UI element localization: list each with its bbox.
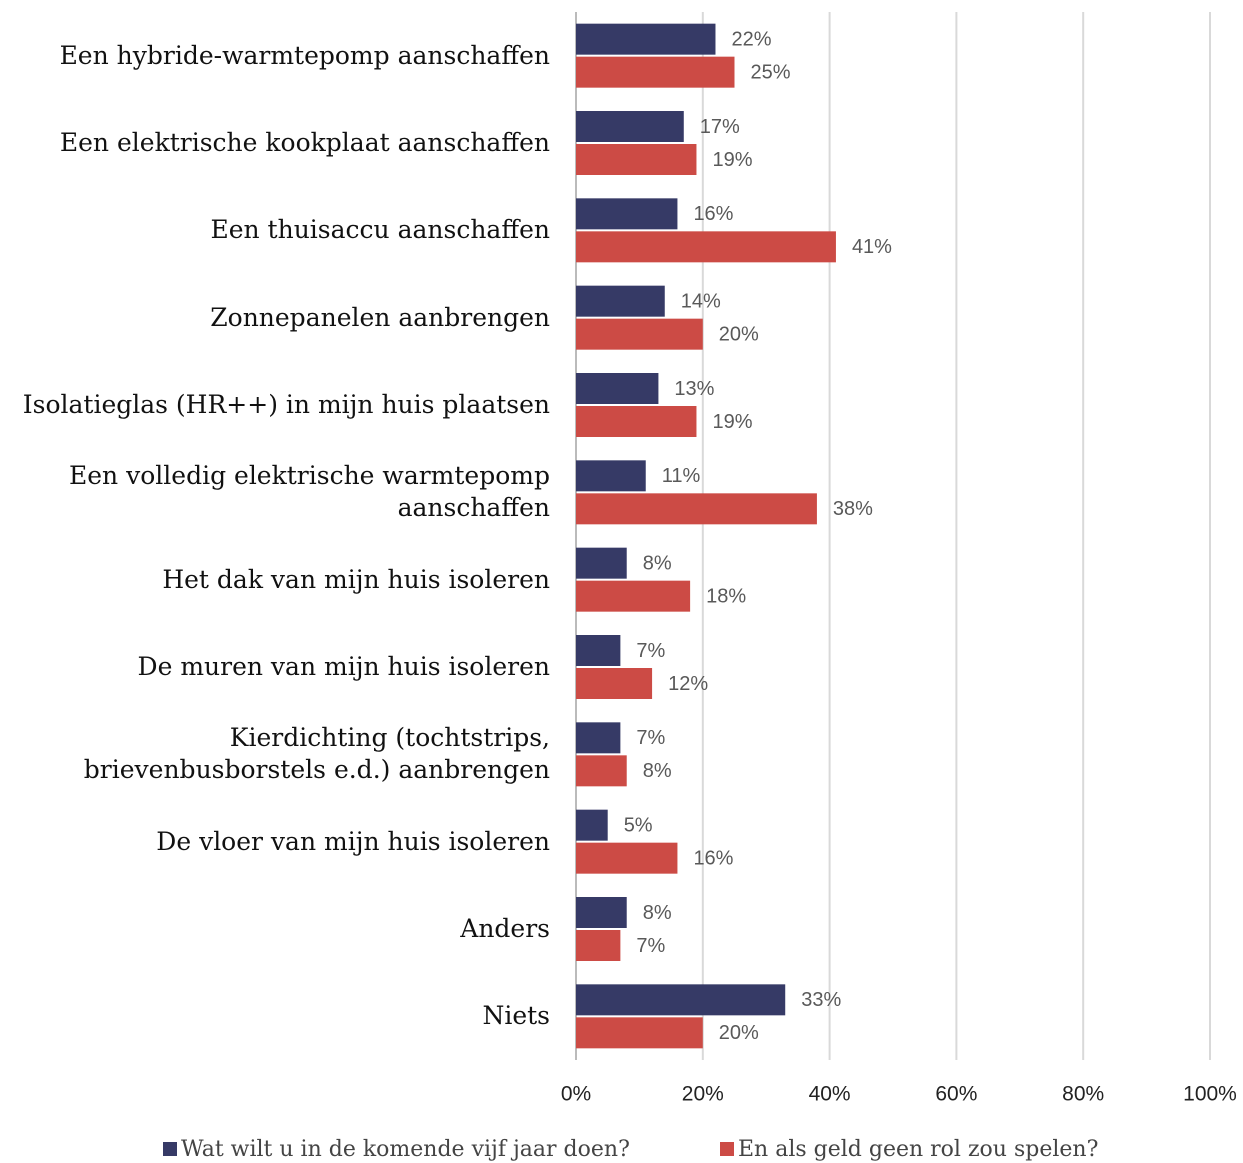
- value-label: 20%: [719, 323, 759, 345]
- value-label: 20%: [719, 1022, 759, 1044]
- value-label: 16%: [693, 847, 733, 869]
- bar: [576, 897, 627, 928]
- bar: [576, 755, 627, 787]
- bar: [576, 285, 665, 317]
- bar: [576, 231, 836, 263]
- legend-label: En als geld geen rol zou spelen?: [738, 1137, 1098, 1162]
- value-label: 38%: [833, 498, 873, 520]
- x-tick-label: 40%: [809, 1083, 851, 1106]
- value-label: 17%: [700, 116, 740, 138]
- value-label: 8%: [643, 760, 672, 782]
- value-label: 7%: [636, 727, 665, 749]
- value-label: 19%: [712, 149, 752, 171]
- value-label: 16%: [693, 203, 733, 225]
- bar: [576, 373, 659, 404]
- category-label: Een thuisaccu aanschaffen: [210, 215, 550, 245]
- x-tick-label: 80%: [1062, 1083, 1104, 1106]
- legend-swatch: [163, 1142, 177, 1156]
- legend-label: Wat wilt u in de komende vijf jaar doen?: [181, 1137, 630, 1162]
- bar: [576, 580, 691, 612]
- value-label: 8%: [643, 902, 672, 924]
- x-tick-label: 20%: [682, 1083, 724, 1106]
- bar: [576, 635, 621, 666]
- bar: [576, 984, 786, 1016]
- bar: [576, 930, 621, 961]
- x-tick-label: 100%: [1183, 1083, 1237, 1106]
- category-label: Het dak van mijn huis isoleren: [162, 564, 550, 594]
- value-label: 22%: [731, 28, 771, 50]
- bar: [576, 842, 678, 874]
- bar: [576, 809, 608, 841]
- value-label: 18%: [706, 585, 746, 607]
- x-tick-label: 60%: [935, 1083, 977, 1106]
- bar: [576, 56, 735, 88]
- value-label: 25%: [751, 61, 791, 83]
- category-label: Een volledig elektrische warmtepomp aans…: [69, 461, 550, 523]
- value-label: 5%: [624, 814, 653, 836]
- category-label: Isolatieglas (HR++) in mijn huis plaatse…: [22, 390, 550, 419]
- legend-swatch: [720, 1142, 734, 1156]
- category-label: Een elektrische kookplaat aanschaffen: [59, 128, 550, 157]
- x-tick-label: 0%: [561, 1083, 591, 1106]
- value-label: 19%: [712, 411, 752, 433]
- value-label: 7%: [636, 640, 665, 662]
- value-label: 7%: [636, 935, 665, 957]
- category-label: De vloer van mijn huis isoleren: [156, 826, 550, 856]
- bar: [576, 722, 621, 754]
- value-label: 14%: [681, 290, 721, 312]
- category-label: Kierdichting (tochtstrips, brievenbusbor…: [83, 723, 550, 785]
- category-label: Anders: [460, 914, 550, 943]
- bar: [576, 1017, 703, 1049]
- category-label: Zonnepanelen aanbrengen: [210, 302, 550, 332]
- bar: [576, 493, 817, 525]
- value-label: 41%: [852, 236, 892, 258]
- value-label: 33%: [801, 989, 841, 1011]
- bar: [576, 144, 697, 175]
- value-label: 13%: [674, 378, 714, 400]
- bar: [576, 547, 627, 579]
- category-label: Een hybride-warmtepomp aanschaffen: [59, 40, 550, 70]
- bar: [576, 23, 716, 55]
- bar: [576, 460, 646, 492]
- bar: [576, 668, 653, 699]
- value-label: 11%: [662, 465, 701, 487]
- bar: [576, 198, 678, 230]
- bar: [576, 318, 703, 350]
- bar: [576, 111, 684, 142]
- value-label: 8%: [643, 552, 672, 574]
- bar: [576, 406, 697, 437]
- category-label: De muren van mijn huis isoleren: [137, 652, 550, 681]
- value-label: 12%: [668, 673, 708, 695]
- category-label: Niets: [482, 1001, 550, 1031]
